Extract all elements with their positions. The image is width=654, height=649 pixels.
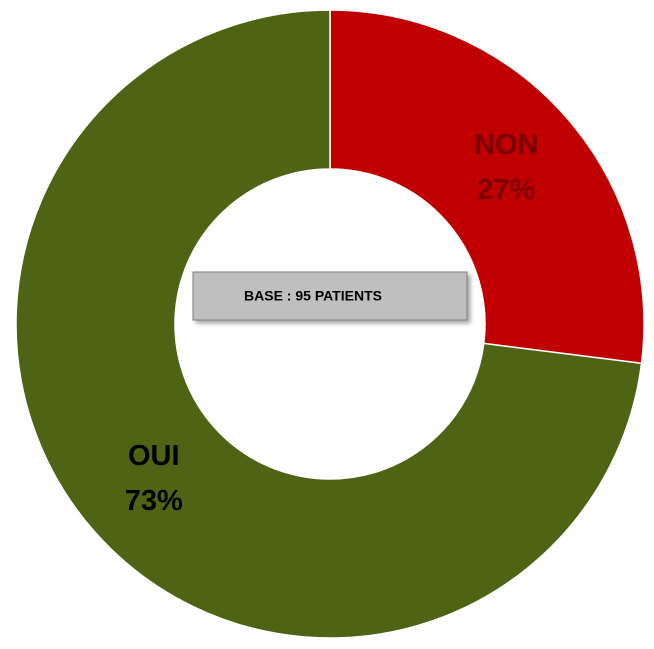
slice-category: NON <box>474 129 538 161</box>
slice <box>329 9 645 365</box>
slice <box>15 9 643 639</box>
slices <box>15 9 645 639</box>
annotation: BASE : 95 PATIENTS <box>244 288 382 304</box>
slice-category: OUI <box>128 440 180 472</box>
annotation-box <box>192 271 468 321</box>
slice-value-label: 73% <box>125 485 183 517</box>
slice-value-label: 27% <box>477 174 535 206</box>
